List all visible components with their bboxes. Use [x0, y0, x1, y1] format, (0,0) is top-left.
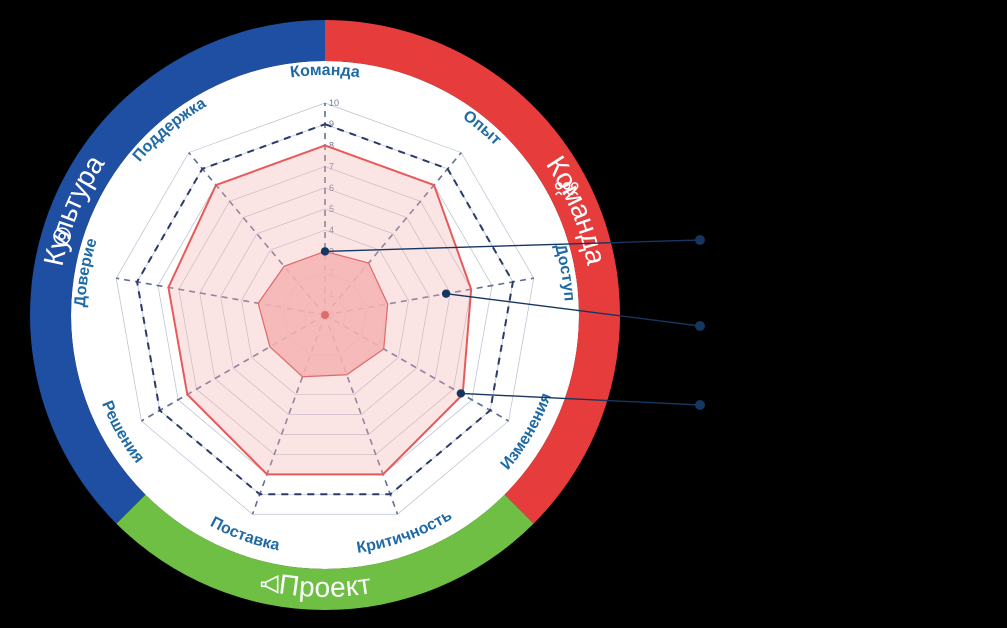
callout-end-dot-2 — [695, 400, 705, 410]
center-dot — [321, 311, 329, 319]
grid-tick-label: 9 — [329, 119, 334, 129]
callout-end-dot-0 — [695, 235, 705, 245]
ring-label-1: Проект — [277, 568, 373, 603]
radar-diagram: КомандаПроектКультура012345678910Команда… — [0, 0, 1007, 628]
diagram-stage: КомандаПроектКультура012345678910Команда… — [0, 0, 1007, 628]
grid-tick-label: 10 — [329, 98, 339, 108]
callout-end-dot-1 — [695, 321, 705, 331]
